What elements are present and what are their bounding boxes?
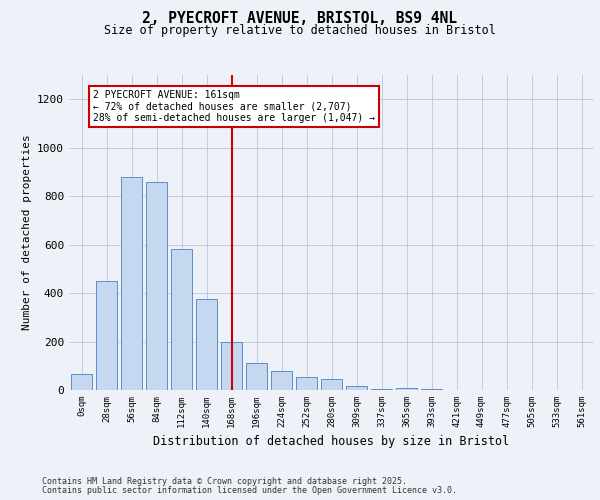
Bar xyxy=(171,250,192,390)
Y-axis label: Number of detached properties: Number of detached properties xyxy=(22,134,32,330)
Bar xyxy=(346,386,367,390)
Bar xyxy=(421,389,442,390)
Bar xyxy=(221,342,242,390)
Text: Contains HM Land Registry data © Crown copyright and database right 2025.: Contains HM Land Registry data © Crown c… xyxy=(42,477,407,486)
Bar xyxy=(396,388,417,390)
Bar xyxy=(196,299,217,390)
Bar xyxy=(96,281,117,390)
Text: 2, PYECROFT AVENUE, BRISTOL, BS9 4NL: 2, PYECROFT AVENUE, BRISTOL, BS9 4NL xyxy=(143,11,458,26)
X-axis label: Distribution of detached houses by size in Bristol: Distribution of detached houses by size … xyxy=(154,436,509,448)
Bar xyxy=(371,389,392,390)
Bar xyxy=(246,364,267,390)
Bar xyxy=(146,182,167,390)
Text: 2 PYECROFT AVENUE: 161sqm
← 72% of detached houses are smaller (2,707)
28% of se: 2 PYECROFT AVENUE: 161sqm ← 72% of detac… xyxy=(93,90,375,122)
Bar xyxy=(271,370,292,390)
Bar xyxy=(71,374,92,390)
Text: Contains public sector information licensed under the Open Government Licence v3: Contains public sector information licen… xyxy=(42,486,457,495)
Bar xyxy=(296,376,317,390)
Bar xyxy=(121,177,142,390)
Bar xyxy=(321,379,342,390)
Text: Size of property relative to detached houses in Bristol: Size of property relative to detached ho… xyxy=(104,24,496,37)
